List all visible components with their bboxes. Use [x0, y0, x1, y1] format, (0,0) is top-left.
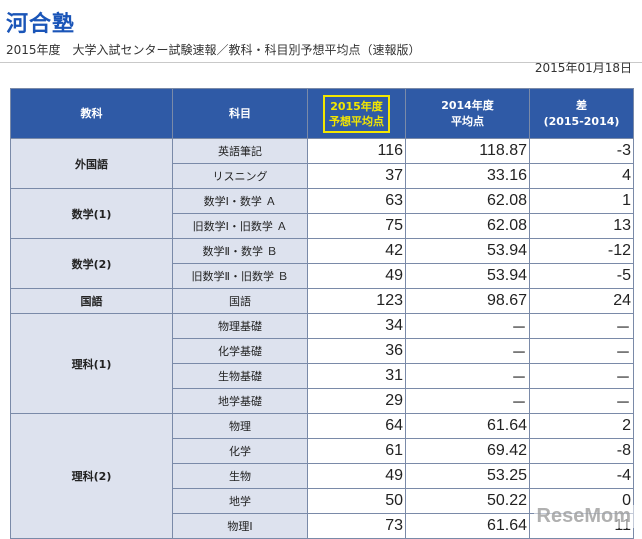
highlight-box: 2015年度 予想平均点	[323, 94, 390, 133]
diff-cell: －	[529, 338, 634, 364]
avg-2015-cell: 75	[307, 213, 406, 239]
avg-2014-cell: 53.94	[405, 238, 530, 264]
table-row: 理科(1) 物理基礎 34 －－	[10, 313, 634, 414]
avg-2015-cell: 29	[307, 388, 406, 414]
avg-2015-cell: 50	[307, 488, 406, 514]
subject-cell: 数学Ⅰ・数学 Ａ	[172, 188, 308, 214]
avg-2014-cell: 61.64	[405, 413, 530, 439]
avg-2015-cell: 116	[307, 138, 406, 164]
header-divider	[0, 62, 642, 63]
category-cell: 理科(2)	[10, 413, 173, 539]
avg-2014-cell: 118.87	[405, 138, 530, 164]
subject-cell: 地学	[172, 488, 308, 514]
col-header-2014-average: 2014年度 平均点	[405, 88, 530, 139]
diff-cell: 4	[529, 163, 634, 189]
avg-2014-cell: －	[405, 363, 530, 389]
publish-date: 2015年01月18日	[534, 61, 632, 75]
subject-cell: 生物基礎	[172, 363, 308, 389]
avg-2014-cell: 53.25	[405, 463, 530, 489]
diff-cell: -12	[529, 238, 634, 264]
subject-cell: 物理	[172, 413, 308, 439]
subject-cell: 化学基礎	[172, 338, 308, 364]
diff-cell: 2	[529, 413, 634, 439]
table-header-row: 教科 科目 2015年度 予想平均点 2014年度 平均点 差 (2015-20…	[10, 88, 634, 139]
page-subtitle: 2015年度 大学入試センター試験速報／教科・科目別予想平均点（速報版）	[6, 43, 421, 57]
subject-cell: 化学	[172, 438, 308, 464]
avg-2014-cell: 53.94	[405, 263, 530, 289]
avg-2014-cell: 33.16	[405, 163, 530, 189]
subject-cell: 旧数学Ⅱ・旧数学 Ｂ	[172, 263, 308, 289]
diff-cell: -8	[529, 438, 634, 464]
table-body: 外国語 英語筆記 116 118.87 -3 リスニング 37 33.16 4 数学(1) 数学Ⅰ・…	[10, 138, 634, 539]
table-row: 生物基礎 31 －－	[11, 363, 634, 389]
avg-2014-cell: 98.67	[405, 288, 530, 314]
avg-2015-cell: 42	[307, 238, 406, 264]
table-row: リスニング 37 33.16 4	[11, 163, 634, 189]
subject-cell: 国語	[172, 288, 308, 314]
kawaijuku-logo: 河合塾	[6, 12, 76, 37]
col-header-subject: 科目	[172, 88, 308, 139]
avg-2015-cell: 34	[307, 313, 406, 339]
avg-2014-cell: 61.64	[405, 513, 530, 539]
avg-2015-cell: 31	[307, 363, 406, 389]
diff-cell: -5	[529, 263, 634, 289]
subject-cell: 物理基礎	[172, 313, 308, 339]
diff-cell: －	[529, 388, 634, 414]
resemom-watermark: ReseMom	[533, 505, 634, 528]
diff-cell: 1	[529, 188, 634, 214]
subject-cell: 英語筆記	[172, 138, 308, 164]
avg-2014-cell: 62.08	[405, 188, 530, 214]
subject-cell: 物理Ⅰ	[172, 513, 308, 539]
table-row: 地学基礎 29 －－	[11, 388, 634, 414]
avg-2015-cell: 37	[307, 163, 406, 189]
table-row: 理科(2) 物理 64 61.64 2	[10, 413, 634, 539]
avg-2014-cell: －	[405, 313, 530, 339]
diff-cell: -3	[529, 138, 634, 164]
table-row: 旧数学Ⅱ・旧数学 Ｂ 49 53.94 -5	[11, 263, 634, 289]
avg-2014-cell: －	[405, 338, 530, 364]
col-header-category: 教科	[10, 88, 173, 139]
avg-2014-cell: 69.42	[405, 438, 530, 464]
category-cell: 数学(1)	[10, 188, 173, 239]
diff-cell: －	[529, 363, 634, 389]
table-row: 国語 国語 123 98.67 24	[10, 288, 634, 314]
subject-cell: 旧数学Ⅰ・旧数学 Ａ	[172, 213, 308, 239]
category-cell: 理科(1)	[10, 313, 173, 414]
category-cell: 国語	[10, 288, 173, 314]
average-score-table: 教科 科目 2015年度 予想平均点 2014年度 平均点 差 (2015-20…	[10, 88, 634, 539]
table-row: 数学(2) 数学Ⅱ・数学 Ｂ 42 53.94 -12	[10, 238, 634, 289]
avg-2015-cell: 123	[307, 288, 406, 314]
avg-2015-cell: 63	[307, 188, 406, 214]
subject-cell: 生物	[172, 463, 308, 489]
avg-2014-cell: 50.22	[405, 488, 530, 514]
avg-2014-cell: －	[405, 388, 530, 414]
col-header-2015-predicted: 2015年度 予想平均点	[307, 88, 406, 139]
avg-2015-cell: 61	[307, 438, 406, 464]
diff-cell: -4	[529, 463, 634, 489]
avg-2015-cell: 36	[307, 338, 406, 364]
diff-cell: 13	[529, 213, 634, 239]
col-header-difference: 差 (2015-2014)	[529, 88, 634, 139]
subject-cell: 地学基礎	[172, 388, 308, 414]
avg-2015-cell: 49	[307, 263, 406, 289]
diff-cell: －	[529, 313, 634, 339]
diff-cell: 24	[529, 288, 634, 314]
table-row: 数学(1) 数学Ⅰ・数学 Ａ 63 62.08 1	[10, 188, 634, 239]
avg-2015-cell: 49	[307, 463, 406, 489]
subject-cell: 数学Ⅱ・数学 Ｂ	[172, 238, 308, 264]
avg-2015-cell: 64	[307, 413, 406, 439]
subject-cell: リスニング	[172, 163, 308, 189]
category-cell: 外国語	[10, 138, 173, 189]
table-row: 外国語 英語筆記 116 118.87 -3	[10, 138, 634, 189]
table-row: 地学 50 50.22 0	[11, 488, 634, 514]
category-cell: 数学(2)	[10, 238, 173, 289]
avg-2015-cell: 73	[307, 513, 406, 539]
avg-2014-cell: 62.08	[405, 213, 530, 239]
